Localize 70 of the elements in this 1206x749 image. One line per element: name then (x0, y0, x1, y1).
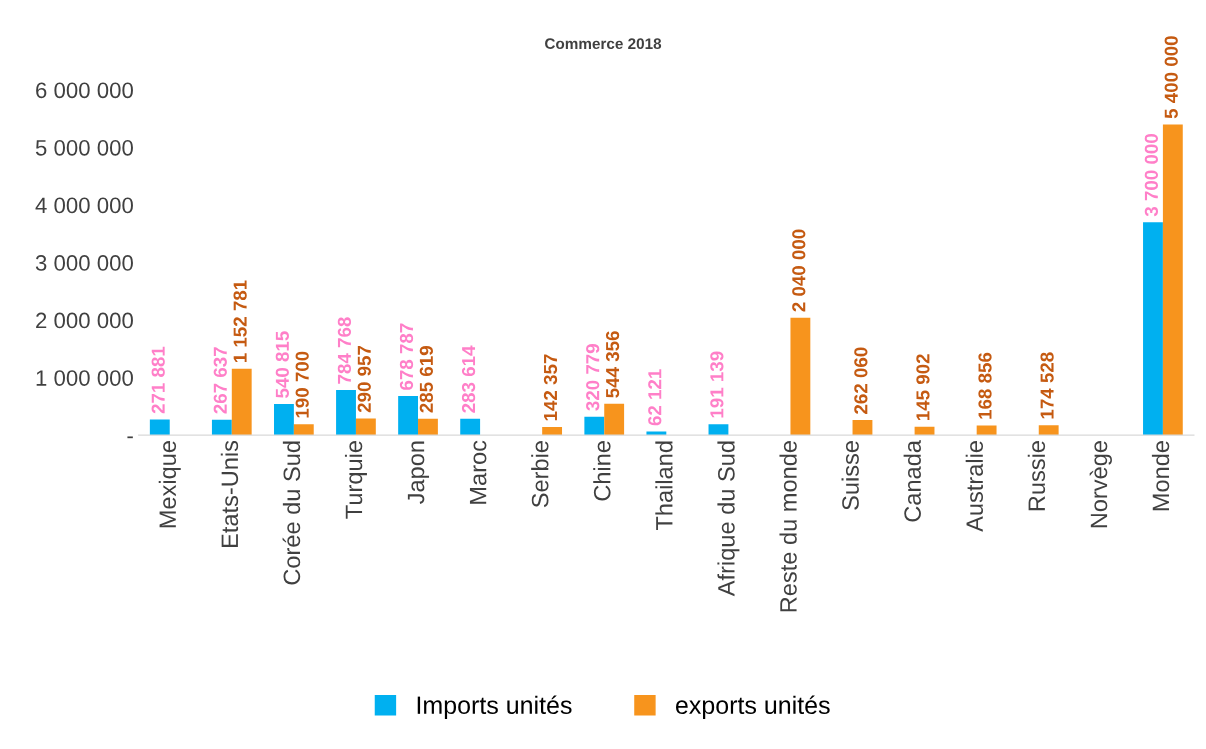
bar (211, 419, 232, 436)
y-tick-label: 4 000 000 (35, 197, 133, 214)
bar (355, 418, 376, 436)
x-tick-label: Reste du monde (779, 441, 797, 612)
data-label: 191 139 (710, 351, 724, 418)
bar (790, 317, 811, 436)
x-tick-label: Russie (1027, 441, 1046, 511)
data-label: 3 700 000 (1144, 134, 1159, 217)
chart-title: Commerce 2018 (545, 38, 662, 50)
x-tick-label: Etats-Unis (220, 440, 239, 547)
x-tick-label: Canada (903, 440, 921, 522)
x-tick-label: Thailand (655, 441, 673, 531)
legend-label: exports unités (676, 695, 830, 720)
data-label: 678 787 (399, 323, 414, 390)
y-tick-label: 1 000 000 (36, 370, 133, 386)
bar (584, 416, 605, 436)
data-label: 290 957 (357, 345, 371, 413)
data-label: 142 357 (543, 354, 558, 421)
y-tick-label: 3 000 000 (35, 255, 133, 271)
bar (418, 418, 438, 436)
data-label: 285 619 (419, 346, 433, 413)
bar (336, 390, 356, 436)
bar (149, 419, 170, 436)
data-label: 283 614 (461, 345, 476, 413)
data-label: 540 815 (275, 331, 289, 398)
bar (293, 424, 314, 436)
x-tick-label: Afrique du Sud (717, 441, 740, 597)
bar (604, 403, 625, 436)
bar (914, 426, 935, 436)
data-label: 62 121 (648, 369, 662, 426)
data-label: 5 400 000 (1164, 36, 1178, 119)
data-label: 145 902 (916, 354, 930, 421)
data-label: 320 779 (586, 344, 600, 411)
y-tick-label: 5 000 000 (35, 139, 133, 156)
bar (1143, 222, 1163, 436)
y-tick-label: - (127, 436, 133, 439)
x-tick-label: Maroc (469, 440, 487, 504)
legend-label: Imports unités (417, 695, 572, 720)
bar (542, 426, 563, 436)
bar (1162, 124, 1183, 436)
y-tick-label: 6 000 000 (36, 82, 133, 99)
x-tick-label: Turquie (344, 441, 367, 519)
bar (708, 424, 729, 436)
bar (852, 420, 873, 436)
data-label: 190 700 (295, 351, 309, 418)
bar (231, 368, 252, 436)
data-label: 267 637 (213, 347, 227, 414)
data-label: 168 856 (978, 352, 992, 419)
data-label: 784 768 (337, 317, 352, 384)
x-tick-label: Chine (593, 441, 611, 501)
bar (460, 418, 481, 436)
x-tick-label: Serbie (531, 441, 549, 508)
bar (1038, 425, 1059, 436)
x-tick-label: Corée du Sud (282, 441, 301, 585)
data-label: 262 060 (854, 347, 868, 414)
bar (976, 425, 997, 436)
x-tick-label: Australie (965, 441, 984, 532)
data-label: 544 356 (605, 331, 620, 398)
x-tick-label: Monde (1151, 441, 1170, 511)
y-tick-label: 2 000 000 (36, 312, 133, 329)
x-tick-label: Suisse (841, 441, 859, 510)
x-tick-label: Norvège (1089, 441, 1112, 528)
x-tick-label: Japon (407, 441, 430, 504)
bar (274, 404, 294, 436)
bar (398, 396, 419, 436)
data-label: 1 152 781 (233, 280, 247, 363)
data-label: 271 881 (151, 346, 165, 414)
x-tick-label: Mexique (158, 441, 181, 528)
data-label: 174 528 (1040, 352, 1054, 419)
data-label: 2 040 000 (792, 229, 806, 312)
